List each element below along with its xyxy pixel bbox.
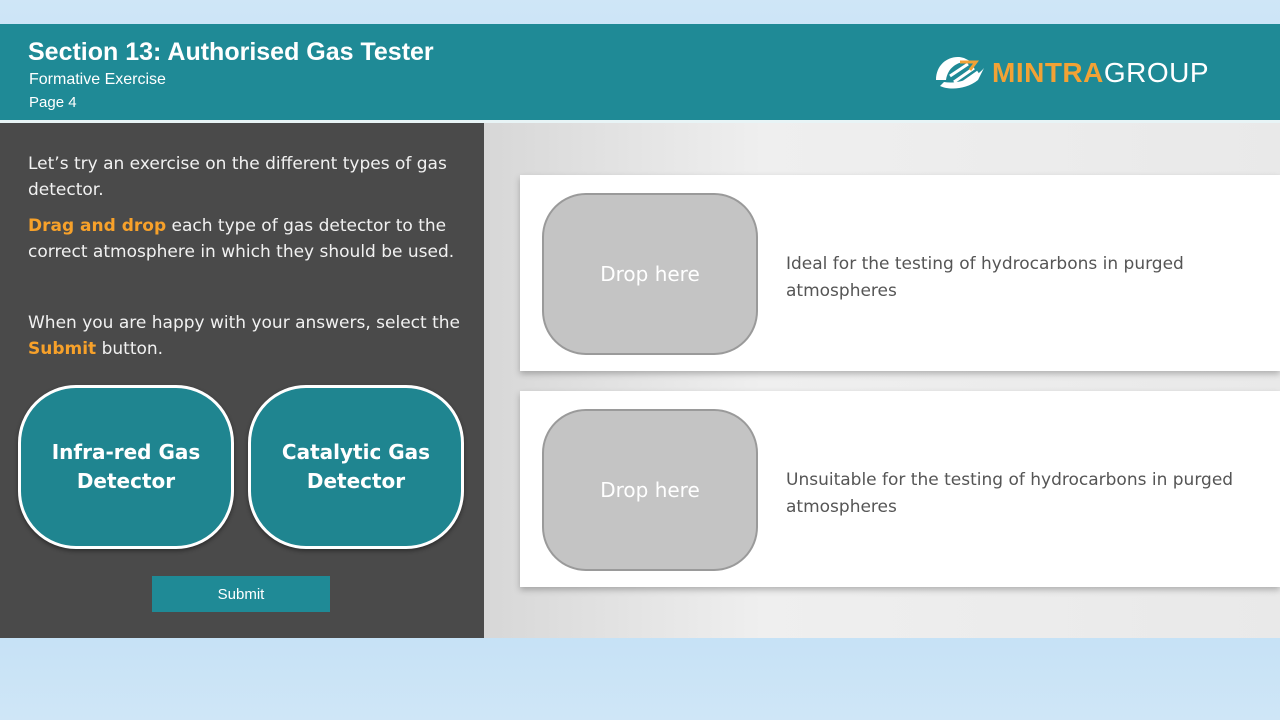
page-number: Page 4 — [29, 94, 77, 111]
instruction-drag: Drag and drop each type of gas detector … — [28, 213, 468, 265]
instruction-submit-end: button. — [96, 339, 164, 359]
drop-card-ideal: Drop here Ideal for the testing of hydro… — [520, 175, 1280, 371]
instruction-drag-text: each type of gas detector to the correct… — [28, 216, 455, 262]
submit-button[interactable]: Submit — [152, 576, 330, 612]
logo-wordmark-part2: GROUP — [1103, 57, 1210, 88]
drop-target-ideal[interactable]: Drop here — [542, 193, 758, 355]
instruction-submit-highlight: Submit — [28, 339, 97, 359]
instruction-submit: When you are happy with your answers, se… — [28, 310, 468, 362]
drop-description-unsuitable: Unsuitable for the testing of hydrocarbo… — [786, 470, 1234, 517]
instruction-intro: Let’s try an exercise on the different t… — [28, 154, 447, 200]
mintra-logo: MINTRAGROUP — [930, 50, 1250, 96]
drag-item-label: Catalytic Gas Detector — [282, 438, 430, 496]
mintra-logo-icon — [936, 56, 984, 89]
drag-item-label-line1: Catalytic Gas — [281, 440, 431, 464]
page-subtitle: Formative Exercise — [29, 71, 166, 88]
page-title: Section 13: Authorised Gas Tester — [28, 38, 434, 66]
drag-item-catalytic[interactable]: Catalytic Gas Detector — [248, 385, 464, 549]
drop-target-unsuitable[interactable]: Drop here — [542, 409, 758, 571]
course-frame: Section 13: Authorised Gas Tester Format… — [0, 24, 1280, 638]
instruction-drag-highlight: Drag and drop — [28, 216, 167, 236]
logo-wordmark: MINTRAGROUP — [992, 57, 1209, 89]
drop-description-ideal: Ideal for the testing of hydrocarbons in… — [786, 254, 1184, 301]
header-bar: Section 13: Authorised Gas Tester Format… — [0, 24, 1280, 120]
logo-wordmark-part1: MINTRA — [992, 57, 1104, 88]
instruction-submit-start: When you are happy with your answers, se… — [28, 313, 460, 333]
drop-card-unsuitable: Drop here Unsuitable for the testing of … — [520, 391, 1280, 587]
drag-item-infrared[interactable]: Infra-red Gas Detector — [18, 385, 234, 549]
drag-item-label-line2: Detector — [306, 469, 406, 493]
drag-item-label-line1: Infra-red Gas — [51, 440, 201, 464]
header-divider — [0, 120, 1280, 123]
drag-item-label-line2: Detector — [76, 469, 176, 493]
instructions-panel: Let’s try an exercise on the different t… — [0, 123, 484, 638]
drop-zone-panel: Drop here Ideal for the testing of hydro… — [484, 123, 1280, 638]
drag-item-label: Infra-red Gas Detector — [52, 438, 201, 496]
